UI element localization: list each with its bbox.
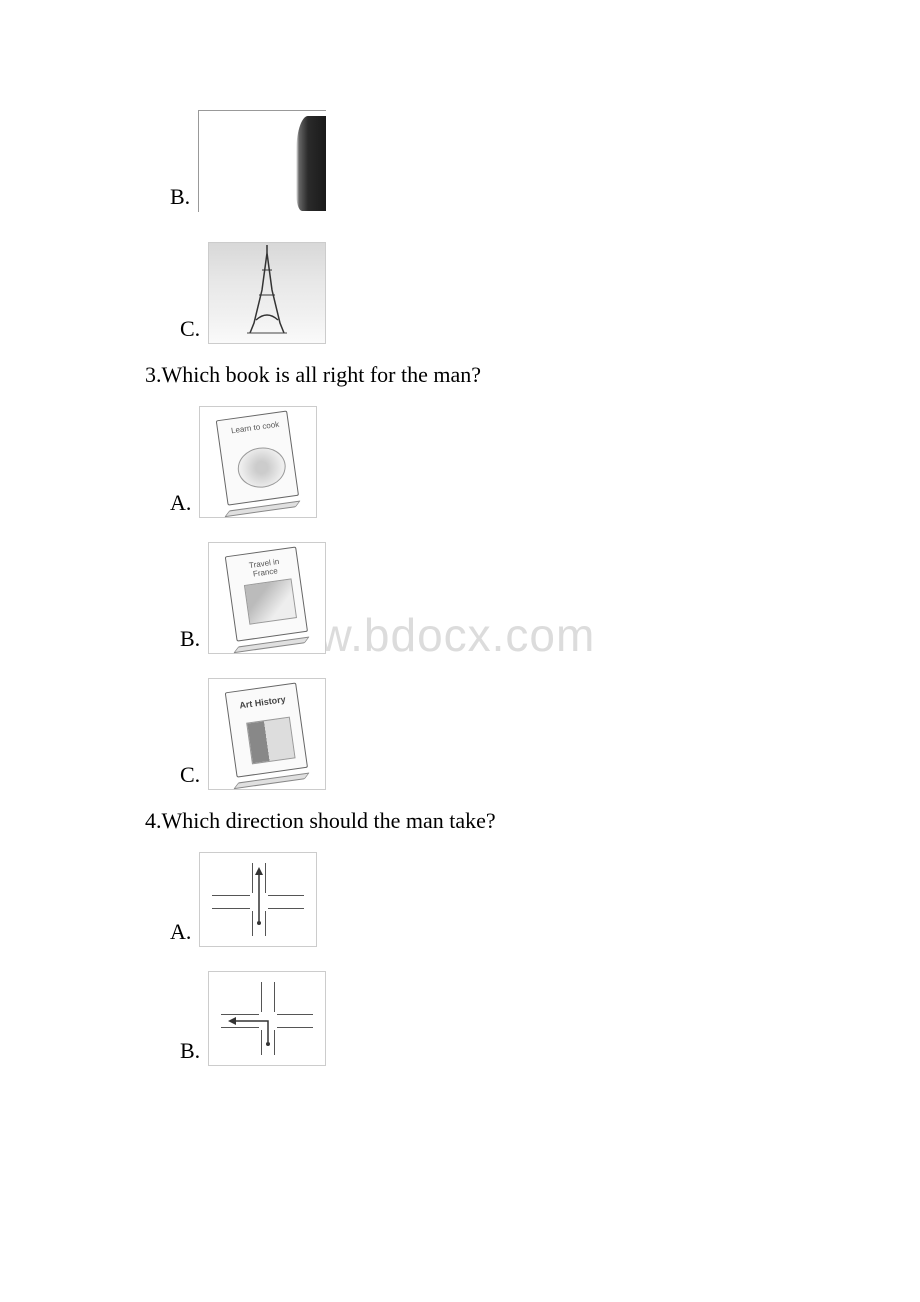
- book-cover-art: [246, 716, 295, 764]
- document-content: B. C. 3.Which book is all right for the …: [145, 110, 920, 1066]
- question-3-text: 3.Which book is all right for the man?: [145, 362, 920, 388]
- option-label: C.: [180, 762, 200, 788]
- book-title: Art History: [235, 694, 290, 711]
- book-title: Learn to cook: [228, 420, 283, 436]
- book-title: Travel in France: [237, 556, 293, 581]
- partial-dark-figure: [296, 116, 326, 211]
- q3-option-b-image: Travel in France: [208, 542, 326, 654]
- eiffel-tower-sketch: [209, 243, 325, 343]
- q2-option-b-image: [198, 110, 326, 212]
- q4-option-a: A.: [145, 852, 920, 947]
- book-cover-art: [244, 578, 297, 624]
- book-art-history: Art History: [221, 681, 313, 786]
- intersection-left-turn: [209, 972, 325, 1065]
- q4-option-b-image: [208, 971, 326, 1066]
- arrow-straight-icon: [200, 853, 318, 948]
- eiffel-tower-icon: [242, 245, 292, 335]
- book-cover-art: [236, 444, 289, 490]
- intersection-straight: [200, 853, 316, 946]
- option-label: A.: [170, 490, 191, 516]
- option-label: B.: [180, 626, 200, 652]
- option-label: B.: [170, 184, 190, 210]
- q2-option-b: B.: [145, 110, 920, 212]
- q3-option-c: C. Art History: [145, 678, 920, 790]
- q3-option-b: B. Travel in France: [145, 542, 920, 654]
- q3-option-a-image: Learn to cook: [199, 406, 317, 518]
- q4-option-a-image: [199, 852, 317, 947]
- question-4-text: 4.Which direction should the man take?: [145, 808, 920, 834]
- book-travel-in-france: Travel in France: [221, 545, 313, 650]
- arrow-left-icon: [209, 972, 327, 1067]
- q4-option-b: B.: [145, 971, 920, 1066]
- q3-option-c-image: Art History: [208, 678, 326, 790]
- q3-option-a: A. Learn to cook: [145, 406, 920, 518]
- option-label: C.: [180, 316, 200, 342]
- q2-option-c-image: [208, 242, 326, 344]
- option-label: A.: [170, 919, 191, 945]
- book-learn-to-cook: Learn to cook: [212, 409, 304, 514]
- option-label: B.: [180, 1038, 200, 1064]
- q2-option-c: C.: [145, 242, 920, 344]
